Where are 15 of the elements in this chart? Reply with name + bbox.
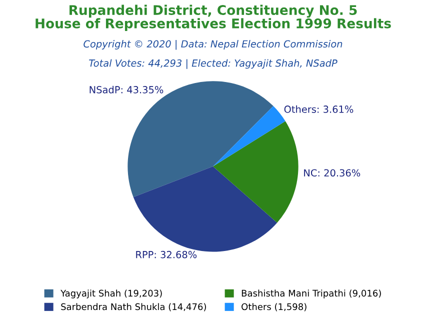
chart-title: Rupandehi District, Constituency No. 5 House of Representatives Election 1999 Results (36, 4, 391, 31)
legend-label: Sarbendra Nath Shukla (14,476) (61, 303, 206, 312)
chart-subtitle: Copyright © 2020 | Data: Nepal Election Commission (84, 40, 342, 50)
data-label: Others: 3.61% (284, 105, 354, 113)
legend-label: Others (1,598) (242, 303, 306, 312)
pie-slice (213, 106, 286, 166)
pie-slice (128, 81, 274, 198)
text: Total Votes: 44,293 | Elected: Yagyajit Shah, NSadP (89, 59, 338, 69)
pie-slice (213, 121, 298, 223)
legend-label: Bashistha Mani Tripathi (9,016) (242, 290, 381, 298)
data-label: NSadP: 43.35% (90, 86, 164, 94)
data-label: RPP: 32.68% (136, 250, 197, 258)
legend-label: Yagyajit Shah (19,203) (60, 290, 162, 298)
pie-slice (133, 166, 278, 252)
data-label: NC: 20.36% (304, 169, 360, 177)
